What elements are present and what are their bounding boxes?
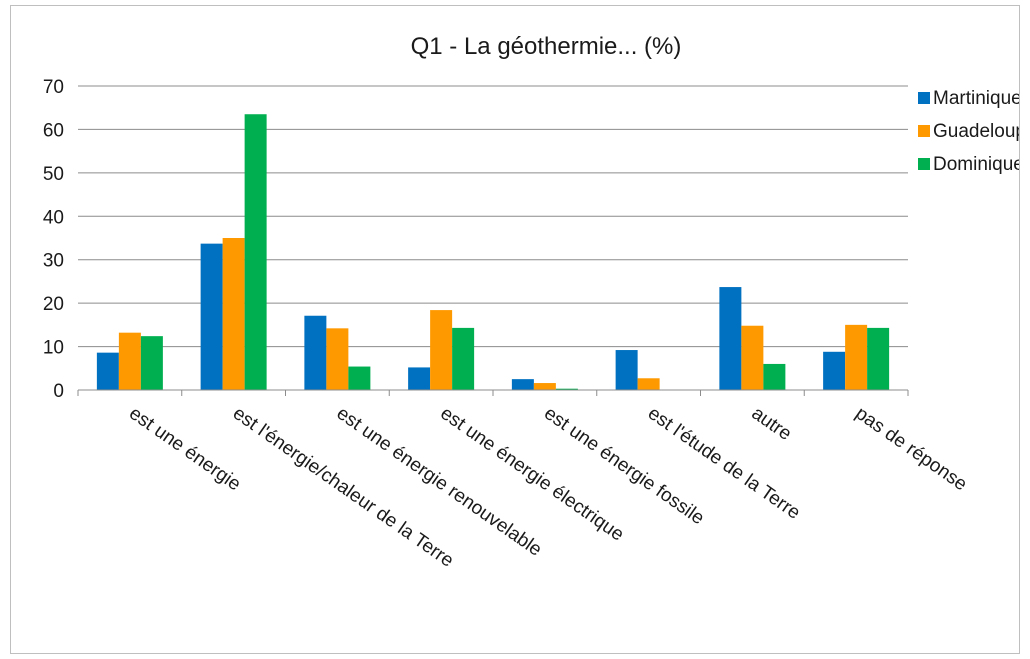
- bar: [96, 352, 119, 390]
- bar: [845, 324, 868, 390]
- bar: [533, 383, 556, 390]
- legend-swatch: [918, 125, 930, 137]
- y-tick-label: 60: [43, 120, 64, 141]
- bar: [555, 388, 578, 390]
- x-category-label: est une énergie électrique: [436, 403, 627, 546]
- bar: [200, 243, 223, 390]
- bar: [304, 315, 327, 390]
- bar: [719, 287, 742, 390]
- bar: [326, 328, 349, 390]
- x-category-label: est une énergie renouvelable: [333, 403, 546, 561]
- y-tick-label: 70: [43, 77, 64, 98]
- legend-swatch: [918, 92, 930, 104]
- x-category-label: est l'énergie/chaleur de la Terre: [229, 403, 457, 572]
- legend-label: Martinique: [933, 88, 1019, 109]
- x-category-label: autre: [748, 403, 796, 445]
- bar: [348, 366, 371, 390]
- y-tick-label: 50: [43, 164, 64, 185]
- bar: [511, 379, 534, 390]
- bar: [615, 350, 638, 390]
- y-tick-label: 30: [43, 251, 64, 272]
- bar: [140, 336, 163, 390]
- legend-label: Dominique: [933, 154, 1019, 175]
- bar: [763, 363, 786, 390]
- bars: [96, 114, 890, 390]
- chart-title: Q1 - La géothermie... (%): [411, 33, 682, 60]
- chart-canvas: Q1 - La géothermie... (%) 0 10 20 30 40 50 60 7…: [43, 33, 1019, 572]
- x-category-label: pas de réponse: [851, 403, 970, 495]
- bar: [244, 114, 267, 390]
- bar: [823, 351, 846, 390]
- legend: Martinique Guadeloupe Dominique: [918, 88, 1019, 175]
- bar: [430, 310, 453, 390]
- y-tick-label: 40: [43, 207, 64, 228]
- bar: [637, 378, 660, 390]
- legend-label: Guadeloupe: [933, 121, 1019, 142]
- chart-area: Q1 - La géothermie... (%) 0 10 20 30 40 50 60 7…: [10, 5, 1020, 654]
- bar: [222, 238, 245, 390]
- bar: [452, 327, 475, 390]
- y-tick-label: 20: [43, 294, 64, 315]
- legend-swatch: [918, 158, 930, 170]
- bar: [867, 327, 890, 390]
- bar: [741, 325, 764, 390]
- bar: [118, 332, 141, 390]
- y-tick-label: 10: [43, 338, 64, 359]
- bar: [408, 367, 431, 390]
- x-category-label: est une énergie: [125, 403, 244, 495]
- y-tick-label: 0: [53, 381, 64, 402]
